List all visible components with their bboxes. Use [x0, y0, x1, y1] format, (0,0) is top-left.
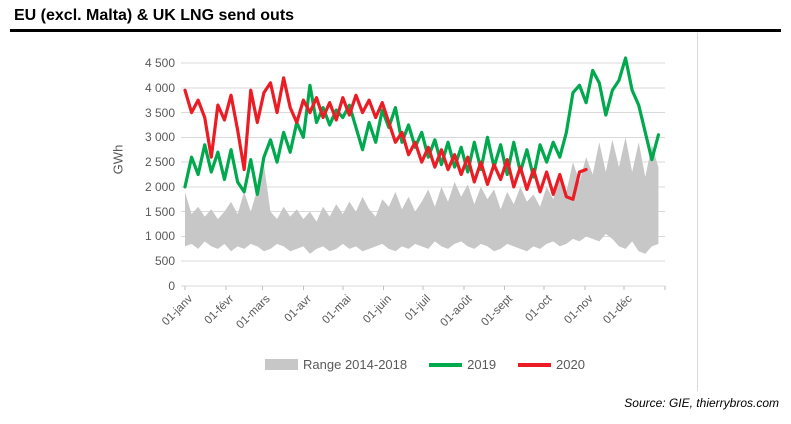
chart-legend: Range 2014-2018 2019 2020: [185, 357, 665, 372]
y-axis-tick-label: 500: [154, 254, 175, 269]
title-rule: [10, 29, 781, 32]
y-axis-tick-label: 2 000: [144, 179, 175, 194]
range-band-2014-2018: [185, 137, 659, 254]
y-axis-tick-label: 1 500: [144, 204, 175, 219]
legend-label: 2019: [467, 357, 497, 372]
chart-panel-right-border: [697, 33, 698, 391]
y-axis-tick-label: 4 000: [144, 80, 175, 95]
legend-swatch: [429, 362, 463, 367]
legend-item-2020: 2020: [518, 357, 585, 372]
y-axis-tick-label: 4 500: [144, 56, 175, 70]
y-axis-tick-label: 3 500: [144, 105, 175, 120]
y-axis-tick-label: 3 000: [144, 130, 175, 145]
legend-label: 2020: [556, 357, 585, 372]
y-axis-tick-label: 1 000: [144, 229, 175, 244]
y-axis-tick-label: 2 500: [144, 155, 175, 170]
series-line-2019: [183, 56, 661, 196]
source-note: Source: GIE, thierrybros.com: [624, 396, 779, 410]
y-axis-tick-label: 0: [168, 279, 175, 293]
legend-label: Range 2014-2018: [303, 357, 408, 372]
legend-swatch: [265, 359, 299, 370]
series-line-2020: [183, 76, 588, 201]
page-title: EU (excl. Malta) & UK LNG send outs: [14, 7, 295, 24]
legend-swatch: [518, 362, 552, 367]
legend-item-range-2014-2018: Range 2014-2018: [265, 357, 407, 372]
legend-item-2019: 2019: [429, 357, 496, 372]
